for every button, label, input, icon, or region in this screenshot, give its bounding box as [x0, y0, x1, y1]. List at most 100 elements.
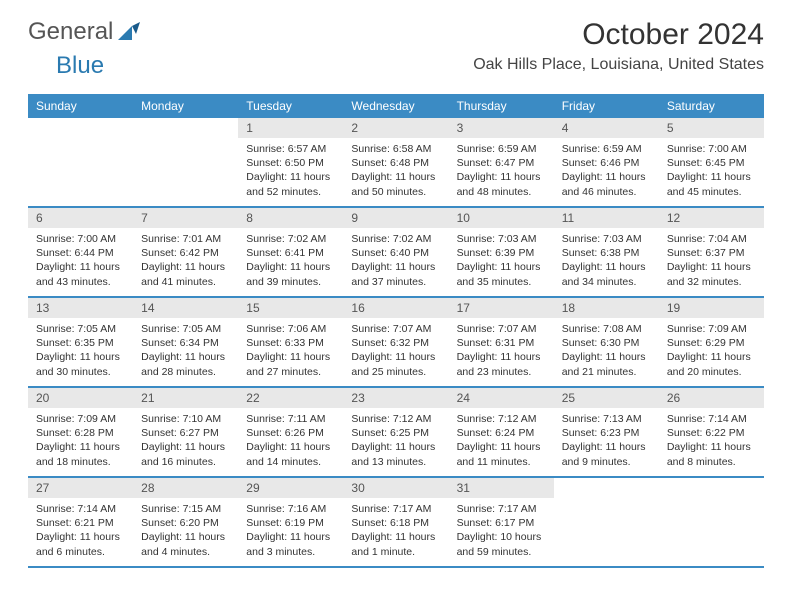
day-header: Monday — [133, 94, 238, 118]
day-details: Sunrise: 7:11 AMSunset: 6:26 PMDaylight:… — [238, 408, 343, 475]
day-number: 20 — [28, 388, 133, 408]
calendar-cell: 19Sunrise: 7:09 AMSunset: 6:29 PMDayligh… — [659, 298, 764, 386]
calendar-cell-empty — [659, 478, 764, 566]
day-details: Sunrise: 7:15 AMSunset: 6:20 PMDaylight:… — [133, 498, 238, 565]
month-title: October 2024 — [473, 18, 764, 52]
day-details: Sunrise: 6:59 AMSunset: 6:46 PMDaylight:… — [554, 138, 659, 205]
day-details: Sunrise: 7:05 AMSunset: 6:35 PMDaylight:… — [28, 318, 133, 385]
day-details: Sunrise: 7:10 AMSunset: 6:27 PMDaylight:… — [133, 408, 238, 475]
calendar-cell: 9Sunrise: 7:02 AMSunset: 6:40 PMDaylight… — [343, 208, 448, 296]
day-header: Thursday — [449, 94, 554, 118]
calendar-week: 1Sunrise: 6:57 AMSunset: 6:50 PMDaylight… — [28, 118, 764, 208]
day-number: 13 — [28, 298, 133, 318]
day-number: 27 — [28, 478, 133, 498]
day-number: 29 — [238, 478, 343, 498]
day-number: 22 — [238, 388, 343, 408]
day-details: Sunrise: 7:02 AMSunset: 6:41 PMDaylight:… — [238, 228, 343, 295]
logo: General — [28, 18, 142, 46]
calendar-cell: 24Sunrise: 7:12 AMSunset: 6:24 PMDayligh… — [449, 388, 554, 476]
day-header: Tuesday — [238, 94, 343, 118]
day-details: Sunrise: 7:16 AMSunset: 6:19 PMDaylight:… — [238, 498, 343, 565]
day-details: Sunrise: 7:05 AMSunset: 6:34 PMDaylight:… — [133, 318, 238, 385]
calendar-cell-empty — [554, 478, 659, 566]
calendar-cell: 16Sunrise: 7:07 AMSunset: 6:32 PMDayligh… — [343, 298, 448, 386]
day-header: Saturday — [659, 94, 764, 118]
day-details: Sunrise: 7:12 AMSunset: 6:25 PMDaylight:… — [343, 408, 448, 475]
day-details: Sunrise: 7:09 AMSunset: 6:28 PMDaylight:… — [28, 408, 133, 475]
day-details: Sunrise: 7:07 AMSunset: 6:32 PMDaylight:… — [343, 318, 448, 385]
logo-word1: General — [28, 18, 113, 46]
day-details: Sunrise: 7:03 AMSunset: 6:39 PMDaylight:… — [449, 228, 554, 295]
day-number: 31 — [449, 478, 554, 498]
calendar-cell: 6Sunrise: 7:00 AMSunset: 6:44 PMDaylight… — [28, 208, 133, 296]
calendar-cell: 27Sunrise: 7:14 AMSunset: 6:21 PMDayligh… — [28, 478, 133, 566]
day-number: 10 — [449, 208, 554, 228]
calendar-cell: 26Sunrise: 7:14 AMSunset: 6:22 PMDayligh… — [659, 388, 764, 476]
day-number: 8 — [238, 208, 343, 228]
day-number: 24 — [449, 388, 554, 408]
day-headers-row: SundayMondayTuesdayWednesdayThursdayFrid… — [28, 94, 764, 118]
calendar-cell-empty — [28, 118, 133, 206]
calendar-cell: 30Sunrise: 7:17 AMSunset: 6:18 PMDayligh… — [343, 478, 448, 566]
calendar-cell: 31Sunrise: 7:17 AMSunset: 6:17 PMDayligh… — [449, 478, 554, 566]
calendar-cell: 17Sunrise: 7:07 AMSunset: 6:31 PMDayligh… — [449, 298, 554, 386]
day-number: 1 — [238, 118, 343, 138]
calendar-cell: 18Sunrise: 7:08 AMSunset: 6:30 PMDayligh… — [554, 298, 659, 386]
day-number: 4 — [554, 118, 659, 138]
day-number: 3 — [449, 118, 554, 138]
day-number: 6 — [28, 208, 133, 228]
day-details: Sunrise: 7:14 AMSunset: 6:22 PMDaylight:… — [659, 408, 764, 475]
calendar-cell: 25Sunrise: 7:13 AMSunset: 6:23 PMDayligh… — [554, 388, 659, 476]
calendar-cell: 12Sunrise: 7:04 AMSunset: 6:37 PMDayligh… — [659, 208, 764, 296]
day-header: Sunday — [28, 94, 133, 118]
day-number: 19 — [659, 298, 764, 318]
day-number: 18 — [554, 298, 659, 318]
calendar-cell: 10Sunrise: 7:03 AMSunset: 6:39 PMDayligh… — [449, 208, 554, 296]
calendar-week: 27Sunrise: 7:14 AMSunset: 6:21 PMDayligh… — [28, 478, 764, 568]
calendar-cell: 8Sunrise: 7:02 AMSunset: 6:41 PMDaylight… — [238, 208, 343, 296]
day-header: Wednesday — [343, 94, 448, 118]
day-details: Sunrise: 7:09 AMSunset: 6:29 PMDaylight:… — [659, 318, 764, 385]
calendar-cell: 7Sunrise: 7:01 AMSunset: 6:42 PMDaylight… — [133, 208, 238, 296]
day-number: 2 — [343, 118, 448, 138]
day-details: Sunrise: 7:17 AMSunset: 6:17 PMDaylight:… — [449, 498, 554, 565]
day-number: 25 — [554, 388, 659, 408]
calendar-cell: 4Sunrise: 6:59 AMSunset: 6:46 PMDaylight… — [554, 118, 659, 206]
calendar-cell: 13Sunrise: 7:05 AMSunset: 6:35 PMDayligh… — [28, 298, 133, 386]
day-number: 28 — [133, 478, 238, 498]
day-number: 12 — [659, 208, 764, 228]
calendar-week: 13Sunrise: 7:05 AMSunset: 6:35 PMDayligh… — [28, 298, 764, 388]
day-number: 15 — [238, 298, 343, 318]
day-details: Sunrise: 6:59 AMSunset: 6:47 PMDaylight:… — [449, 138, 554, 205]
day-number: 30 — [343, 478, 448, 498]
day-details: Sunrise: 6:57 AMSunset: 6:50 PMDaylight:… — [238, 138, 343, 205]
calendar-cell: 28Sunrise: 7:15 AMSunset: 6:20 PMDayligh… — [133, 478, 238, 566]
day-details: Sunrise: 7:08 AMSunset: 6:30 PMDaylight:… — [554, 318, 659, 385]
calendar-cell: 20Sunrise: 7:09 AMSunset: 6:28 PMDayligh… — [28, 388, 133, 476]
location-text: Oak Hills Place, Louisiana, United State… — [473, 56, 764, 74]
day-details: Sunrise: 7:06 AMSunset: 6:33 PMDaylight:… — [238, 318, 343, 385]
day-number: 14 — [133, 298, 238, 318]
day-details: Sunrise: 6:58 AMSunset: 6:48 PMDaylight:… — [343, 138, 448, 205]
day-details: Sunrise: 7:13 AMSunset: 6:23 PMDaylight:… — [554, 408, 659, 475]
calendar-cell: 14Sunrise: 7:05 AMSunset: 6:34 PMDayligh… — [133, 298, 238, 386]
calendar-cell: 22Sunrise: 7:11 AMSunset: 6:26 PMDayligh… — [238, 388, 343, 476]
calendar-week: 20Sunrise: 7:09 AMSunset: 6:28 PMDayligh… — [28, 388, 764, 478]
calendar-cell: 23Sunrise: 7:12 AMSunset: 6:25 PMDayligh… — [343, 388, 448, 476]
day-number: 5 — [659, 118, 764, 138]
day-number: 26 — [659, 388, 764, 408]
day-number: 9 — [343, 208, 448, 228]
day-details: Sunrise: 7:03 AMSunset: 6:38 PMDaylight:… — [554, 228, 659, 295]
calendar-week: 6Sunrise: 7:00 AMSunset: 6:44 PMDaylight… — [28, 208, 764, 298]
day-number: 11 — [554, 208, 659, 228]
day-details: Sunrise: 7:17 AMSunset: 6:18 PMDaylight:… — [343, 498, 448, 565]
logo-word2: Blue — [56, 52, 104, 80]
logo-mark-icon — [118, 22, 140, 43]
calendar-cell-empty — [133, 118, 238, 206]
day-details: Sunrise: 7:00 AMSunset: 6:45 PMDaylight:… — [659, 138, 764, 205]
day-number: 16 — [343, 298, 448, 318]
day-details: Sunrise: 7:14 AMSunset: 6:21 PMDaylight:… — [28, 498, 133, 565]
day-details: Sunrise: 7:07 AMSunset: 6:31 PMDaylight:… — [449, 318, 554, 385]
day-details: Sunrise: 7:00 AMSunset: 6:44 PMDaylight:… — [28, 228, 133, 295]
calendar-cell: 1Sunrise: 6:57 AMSunset: 6:50 PMDaylight… — [238, 118, 343, 206]
